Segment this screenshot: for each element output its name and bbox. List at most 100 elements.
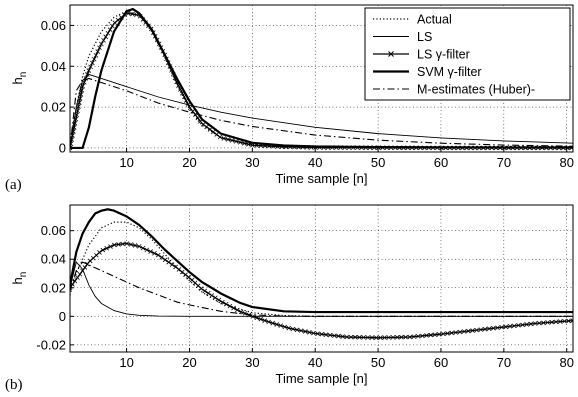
y-tick-label: 0	[59, 309, 66, 324]
series-marker-cross	[311, 330, 316, 336]
series-marker-cross	[282, 324, 288, 330]
series-marker-cross	[110, 23, 115, 29]
series-marker-cross	[100, 247, 106, 253]
y-tick-label: 0	[59, 140, 66, 155]
series-marker-cross	[461, 329, 467, 334]
legend-label: Actual	[417, 13, 452, 27]
series-marker-cross	[566, 318, 571, 324]
series-marker-cross	[213, 295, 218, 301]
x-tick-label: 80	[559, 355, 573, 370]
series-marker-cross	[101, 38, 106, 43]
series-marker-cross	[336, 333, 341, 339]
series-marker-cross	[258, 316, 264, 322]
series-marker-cross	[294, 327, 300, 333]
series-marker-cross	[399, 334, 404, 340]
series-marker-cross	[124, 241, 130, 246]
series-marker-cross	[466, 328, 471, 334]
legend-label: M-estimates (Huber)-	[417, 83, 535, 97]
series-marker-cross	[420, 333, 425, 339]
series-marker-cross	[237, 140, 243, 145]
series-marker-cross	[80, 83, 86, 89]
series-marker-cross	[209, 293, 215, 298]
x-tick-label: 60	[434, 355, 448, 370]
series-marker-cross	[482, 326, 488, 332]
series-marker-cross	[97, 45, 102, 51]
series-marker-cross	[536, 320, 542, 326]
x-tick-label: 40	[308, 155, 322, 170]
y-tick-label: 0.06	[41, 18, 66, 33]
series-line-thick	[70, 208, 573, 314]
series-marker-cross	[187, 105, 193, 111]
y-axis-label: hn	[10, 72, 29, 85]
series-marker-cross	[159, 255, 165, 260]
legend-label: SVM γ-filter	[417, 65, 482, 79]
series-marker-cross	[274, 322, 280, 327]
series-marker-cross	[97, 250, 102, 255]
series-marker-cross	[545, 320, 550, 325]
series-marker-cross	[436, 332, 442, 337]
series-marker-cross	[214, 132, 219, 137]
series-marker-cross	[457, 329, 463, 335]
series-marker-cross	[470, 328, 475, 333]
series-marker-cross	[532, 321, 538, 326]
series-marker-cross	[216, 297, 222, 303]
series-marker-cross	[495, 325, 500, 331]
series-marker-cross	[440, 331, 446, 337]
series-marker-cross	[432, 332, 438, 337]
series-marker-cross	[211, 129, 216, 135]
x-tick-label: 20	[182, 355, 196, 370]
series-marker-cross	[286, 325, 292, 331]
axes-frame	[69, 204, 574, 353]
x-tick-label: 70	[497, 155, 511, 170]
series-marker-cross	[369, 335, 375, 340]
series-marker-cross	[225, 137, 231, 142]
series-marker-cross	[474, 327, 479, 333]
axes-frame	[69, 4, 574, 153]
series-marker-cross	[319, 331, 325, 337]
series-line-thin	[70, 261, 573, 317]
series-marker-cross	[357, 335, 362, 340]
x-tick-label: 80	[559, 155, 573, 170]
series-marker-cross	[91, 56, 97, 62]
x-tick-label: 40	[308, 355, 322, 370]
series-marker-cross	[233, 139, 239, 144]
series-marker-cross	[104, 246, 109, 251]
series-marker-cross	[82, 265, 88, 270]
series-marker-cross	[223, 301, 229, 307]
series-marker-cross	[382, 335, 387, 340]
series-marker-cross	[415, 333, 421, 339]
series-marker-cross	[72, 120, 78, 126]
x-axis-label: Time sample [n]	[276, 371, 368, 386]
series-marker-cross	[220, 299, 225, 305]
series-marker-cross	[352, 334, 358, 340]
series-marker-cross	[557, 319, 563, 324]
legend-marker-cross	[388, 51, 394, 57]
series-marker-cross	[70, 145, 73, 151]
series-marker-cross	[207, 127, 213, 132]
series-marker-cross	[323, 332, 329, 337]
panel-b: 10 20 30 40 50 60 70 80 -0.02 0 0.02 0.04 0.06 Time s…	[5, 204, 574, 393]
series-marker-cross	[99, 41, 104, 47]
series-marker-cross	[75, 275, 80, 280]
series-marker-cross	[344, 334, 350, 340]
series-marker-cross	[449, 330, 454, 336]
series-marker-cross	[78, 92, 84, 97]
series-marker-cross	[75, 108, 80, 114]
x-tick-label: 50	[371, 355, 385, 370]
series-marker-cross	[378, 335, 383, 340]
series-marker-cross	[266, 319, 271, 325]
series-marker-cross	[130, 11, 135, 17]
series-marker-cross	[348, 334, 354, 340]
x-axis-label: Time sample [n]	[276, 171, 368, 186]
series-marker-cross	[340, 334, 345, 339]
series-group	[70, 7, 573, 151]
series-line-dashdot	[70, 261, 573, 317]
series-marker-cross	[74, 112, 80, 118]
series-marker-cross	[108, 244, 113, 249]
series-marker-cross	[549, 319, 555, 325]
y-tick-label: 0.02	[41, 280, 66, 295]
series-marker-cross	[499, 324, 504, 330]
series-line-cross	[70, 242, 573, 339]
series-marker-cross	[511, 323, 517, 329]
